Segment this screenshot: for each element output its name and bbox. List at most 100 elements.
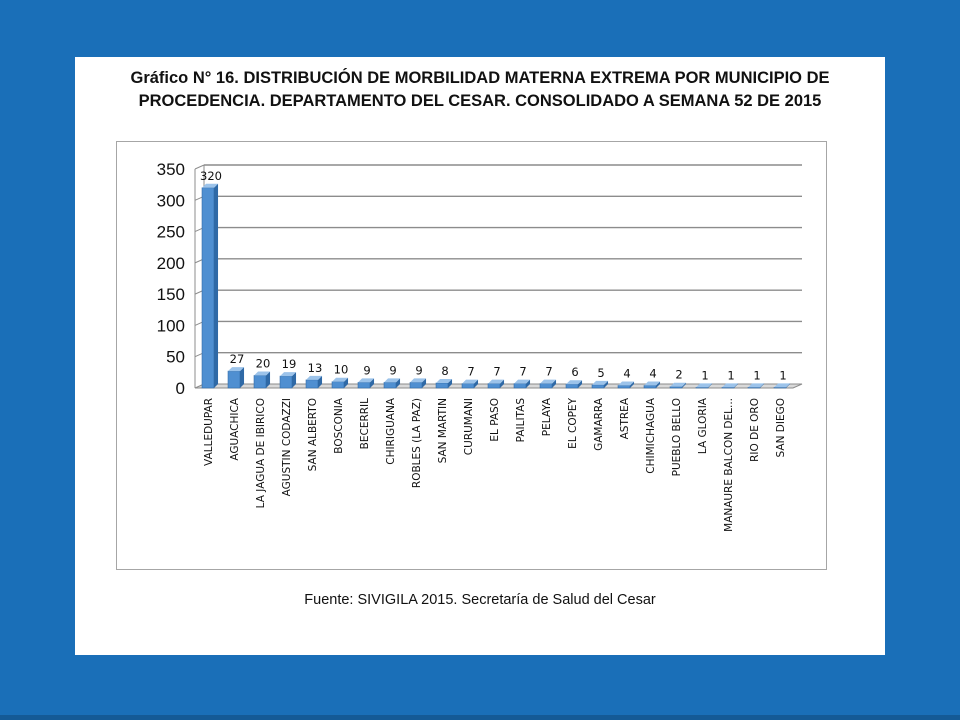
bar-top: [514, 379, 531, 384]
category-label: RIO DE ORO: [749, 398, 761, 462]
bar: [643, 381, 661, 389]
y-tick-label: 50: [166, 348, 185, 367]
bar-side: [551, 379, 557, 388]
category-label: BECERRIL: [359, 398, 371, 449]
bar-side: [239, 367, 245, 388]
bar-top: [254, 371, 271, 376]
bar-front: [383, 382, 397, 389]
category-label: EL PASO: [489, 398, 501, 442]
bar-side: [421, 378, 427, 388]
bar: [773, 383, 791, 389]
data-label: 7: [519, 365, 526, 379]
bar-side: [785, 383, 791, 388]
category-label: PAILITAS: [515, 398, 527, 443]
bar: [513, 379, 531, 389]
y-tick-label: 150: [157, 285, 185, 304]
data-label: 1: [753, 368, 760, 382]
data-label: 7: [467, 365, 474, 379]
bar: [331, 377, 349, 389]
bar-front: [695, 387, 709, 389]
bar-front: [201, 187, 215, 389]
bar-side: [317, 375, 323, 388]
bar: [253, 371, 271, 389]
bar-top: [306, 375, 323, 380]
category-label: GAMARRA: [593, 397, 605, 451]
category-label: VALLEDUPAR: [203, 398, 215, 466]
bar-side: [369, 378, 375, 388]
bar: [669, 382, 687, 389]
bar: [747, 383, 765, 389]
bar-top: [436, 378, 453, 383]
bar-side: [473, 379, 479, 388]
data-label: 2: [675, 368, 682, 382]
bar-side: [213, 183, 219, 388]
data-label: 13: [308, 361, 323, 375]
bar-top: [540, 379, 557, 384]
bar-front: [721, 387, 735, 389]
bar: [565, 380, 583, 389]
data-label: 7: [493, 365, 500, 379]
bar: [461, 379, 479, 389]
bar: [695, 383, 713, 389]
bar-top: [592, 380, 609, 385]
bar: [487, 379, 505, 389]
bar: [279, 372, 297, 389]
bar-side: [499, 379, 505, 388]
data-label: 19: [282, 357, 297, 371]
bar: [721, 383, 739, 389]
bar: [357, 378, 375, 389]
bar-top: [280, 372, 297, 377]
y-tick-label: 100: [157, 316, 185, 335]
bar-front: [487, 383, 501, 389]
bar-top: [202, 183, 219, 188]
bar-side: [343, 377, 349, 388]
data-label: 5: [597, 366, 604, 380]
category-label: SAN ALBERTO: [307, 398, 319, 471]
category-label: CHIMICHAGUA: [645, 397, 657, 474]
bar-side: [395, 378, 401, 388]
bar-side: [265, 371, 271, 388]
bar: [305, 375, 323, 389]
category-label: SAN DIEGO: [775, 398, 787, 457]
bar-front: [591, 384, 605, 389]
data-label: 4: [623, 366, 630, 380]
bar-side: [577, 380, 583, 388]
bar-top: [696, 383, 713, 388]
bar-front: [747, 387, 761, 389]
y-axis: 0 50 100 150 200 250 300 350: [157, 160, 196, 398]
category-label: LA GLORIA: [697, 397, 709, 454]
chart-title-line-2: PROCEDENCIA. DEPARTAMENTO DEL CESAR. CON…: [138, 92, 822, 110]
data-label: 9: [363, 363, 370, 377]
chart-title-line-1: Gráfico N° 16. DISTRIBUCIÓN DE MORBILIDA…: [130, 69, 830, 87]
bar-side: [603, 380, 609, 388]
data-label: 4: [649, 366, 656, 380]
bar-top: [618, 381, 635, 386]
bar-top: [332, 377, 349, 382]
bar: [617, 381, 635, 389]
data-label: 9: [389, 363, 396, 377]
bar-top: [748, 383, 765, 388]
bar-front: [305, 379, 319, 389]
bar: [435, 378, 453, 389]
bar-side: [733, 383, 739, 388]
category-label: BOSCONIA: [333, 397, 345, 453]
bar-side: [759, 383, 765, 388]
category-label: AGUSTIN CODAZZI: [281, 398, 293, 496]
data-label: 9: [415, 363, 422, 377]
bar: [591, 380, 609, 389]
bar-side: [629, 381, 635, 388]
bar-side: [447, 378, 453, 388]
category-label: LA JAGUA DE IBIRICO: [255, 398, 267, 508]
bar-front: [643, 385, 657, 389]
bar: [383, 378, 401, 389]
bar-top: [358, 378, 375, 383]
source-note: Fuente: SIVIGILA 2015. Secretaría de Sal…: [304, 592, 656, 608]
data-label: 1: [779, 368, 786, 382]
bar-front: [435, 382, 449, 389]
bar-top: [384, 378, 401, 383]
y-tick-label: 350: [157, 160, 185, 179]
bar-front: [227, 370, 241, 389]
data-label: 1: [727, 368, 734, 382]
y-tick-label: 0: [176, 379, 185, 398]
